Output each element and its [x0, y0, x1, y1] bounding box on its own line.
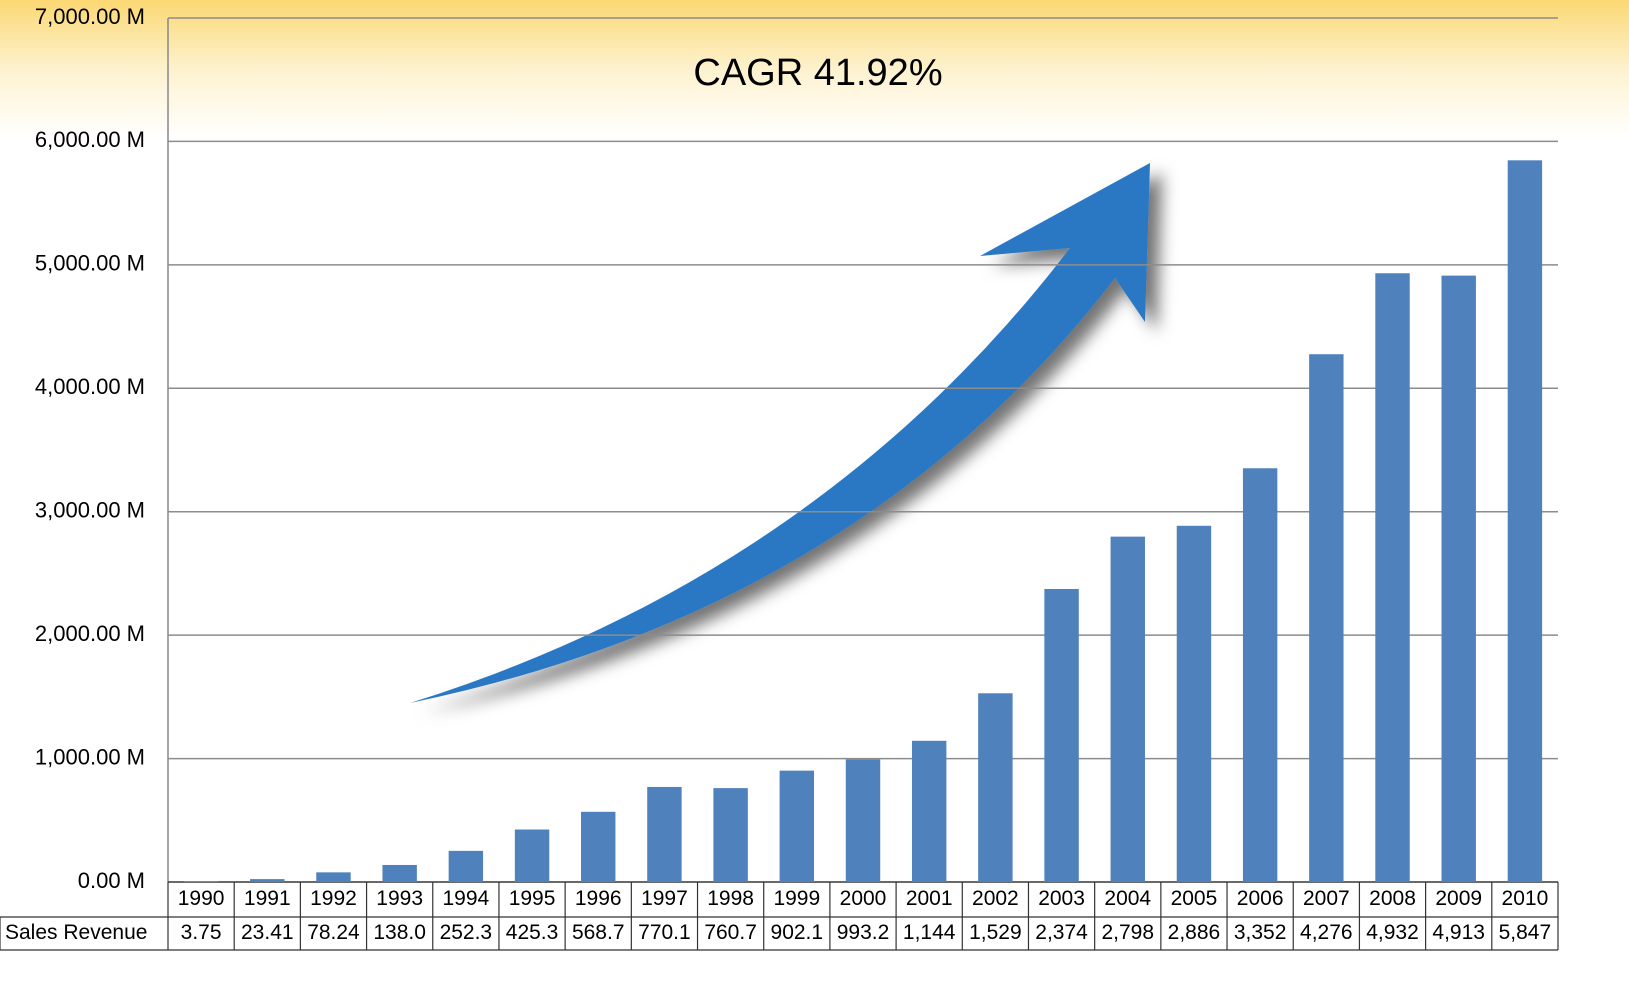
bar: [316, 872, 351, 882]
x-tick-label: 2009: [1435, 887, 1482, 910]
x-tick-label: 2001: [906, 887, 953, 910]
x-tick-label: 1990: [178, 887, 225, 910]
y-tick-label: 4,000.00 M: [35, 374, 145, 399]
x-tick-label: 2005: [1171, 887, 1218, 910]
bar: [978, 693, 1013, 882]
y-tick-label: 0.00 M: [78, 868, 145, 893]
data-label: 3,352: [1234, 921, 1287, 944]
data-label: 1,529: [969, 921, 1022, 944]
x-tick-label: 2008: [1369, 887, 1416, 910]
x-tick-label: 2010: [1502, 887, 1549, 910]
x-tick-label: 1996: [575, 887, 622, 910]
x-tick-label: 1999: [773, 887, 820, 910]
data-label: 4,276: [1300, 921, 1353, 944]
bar: [1242, 468, 1278, 882]
data-label: 425.3: [506, 921, 559, 944]
y-tick-label: 2,000.00 M: [35, 621, 145, 646]
data-label: 3.75: [181, 921, 222, 944]
data-label: 2,886: [1168, 921, 1221, 944]
y-tick-label: 3,000.00 M: [35, 498, 145, 523]
bar: [1044, 588, 1079, 882]
data-label: 1,144: [903, 921, 956, 944]
data-label: 770.1: [638, 921, 691, 944]
x-tick-label: 2000: [840, 887, 887, 910]
bar: [1507, 160, 1543, 883]
data-label: 568.7: [572, 921, 625, 944]
x-tick-label: 2003: [1038, 887, 1085, 910]
x-tick-label: 1991: [244, 887, 291, 910]
data-label: 2,798: [1101, 921, 1154, 944]
bar: [1309, 354, 1344, 882]
x-tick-label: 1995: [509, 887, 556, 910]
x-tick-label: 2006: [1237, 887, 1284, 910]
bar: [911, 740, 947, 882]
bar: [1441, 275, 1476, 882]
bar: [1176, 525, 1212, 882]
legend-label: Sales Revenue: [5, 921, 147, 944]
x-tick-label: 2007: [1303, 887, 1350, 910]
data-label: 993.2: [837, 921, 890, 944]
x-tick-label: 2002: [972, 887, 1019, 910]
bar: [581, 811, 616, 882]
bar: [713, 788, 748, 882]
data-label: 2,374: [1035, 921, 1088, 944]
x-tick-label: 1993: [376, 887, 423, 910]
data-label: 23.41: [241, 921, 294, 944]
y-tick-label: 6,000.00 M: [35, 127, 145, 152]
x-tick-label: 2004: [1104, 887, 1151, 910]
bar: [1375, 273, 1410, 883]
bar: [845, 759, 881, 882]
x-tick-label: 1997: [641, 887, 688, 910]
x-tick-label: 1998: [707, 887, 754, 910]
data-label: 4,932: [1366, 921, 1419, 944]
y-tick-label: 5,000.00 M: [35, 251, 145, 276]
annotation: CAGR 41.92%: [693, 52, 942, 94]
data-label: 4,913: [1432, 921, 1485, 944]
bar: [779, 770, 815, 882]
bar: [250, 879, 285, 882]
bar: [647, 786, 682, 882]
trend-arrow: [410, 163, 1150, 703]
bar: [448, 850, 484, 882]
data-label: 5,847: [1499, 921, 1552, 944]
data-label: 78.24: [307, 921, 360, 944]
bar: [382, 864, 417, 882]
data-label: 252.3: [440, 921, 493, 944]
y-tick-label: 1,000.00 M: [35, 744, 145, 769]
bar: [514, 829, 550, 882]
x-tick-label: 1992: [310, 887, 357, 910]
y-tick-label: 7,000.00 M: [35, 4, 145, 29]
data-label: 138.0: [373, 921, 426, 944]
data-label: 760.7: [704, 921, 757, 944]
bar: [1110, 536, 1145, 882]
x-tick-label: 1994: [442, 887, 489, 910]
data-label: 902.1: [771, 921, 824, 944]
background: [0, 0, 1629, 460]
